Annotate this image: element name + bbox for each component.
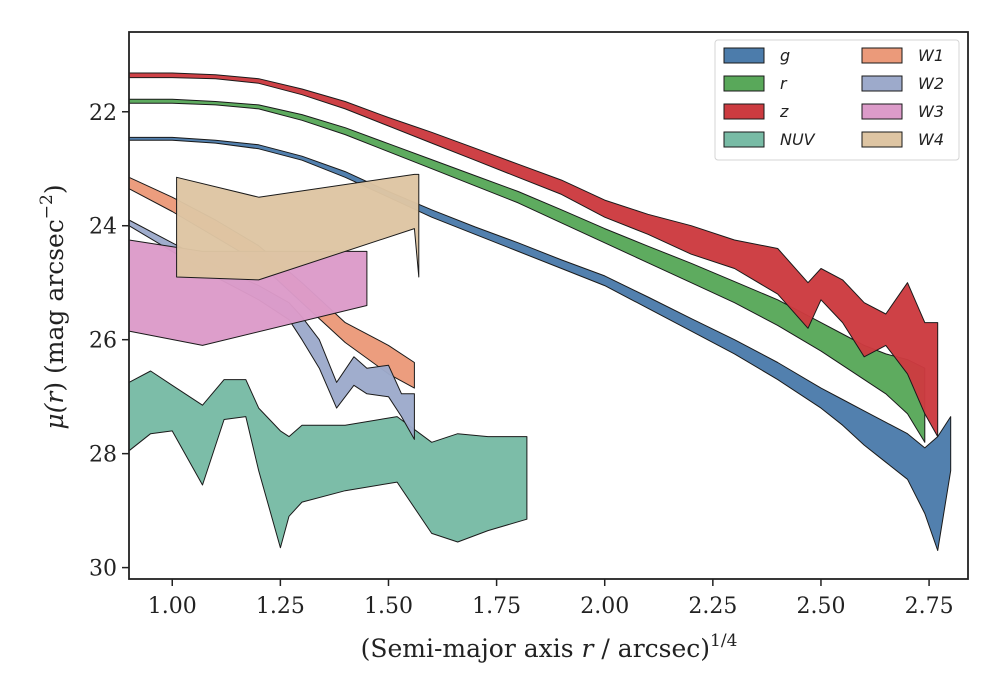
legend-box — [714, 39, 960, 161]
legend-label-w3: W3 — [918, 102, 944, 121]
legend-label-z: z — [779, 102, 789, 121]
band-nuv — [128, 370, 528, 549]
x-tick-label: 2.50 — [796, 594, 845, 619]
legend-label-r: r — [780, 74, 788, 93]
y-axis-title-exponent: −2 — [37, 194, 57, 219]
y-tick-label: 30 — [89, 557, 117, 582]
x-axis-title-var: r — [582, 634, 596, 663]
x-axis-title-exponent: 1/4 — [710, 631, 737, 651]
legend-swatch-w1 — [861, 47, 903, 64]
x-axis-title-part: (Semi-major axis — [361, 634, 582, 663]
legend-label-nuv: NUV — [780, 130, 816, 149]
x-tick-label: 1.00 — [148, 594, 197, 619]
legend-swatch-nuv — [723, 131, 765, 148]
plot-frame — [128, 31, 969, 580]
y-axis-title-mu: μ( — [40, 402, 69, 429]
y-axis-ticks: 22 24 26 28 30 — [89, 101, 129, 582]
x-tick-label: 1.75 — [472, 594, 521, 619]
y-axis-title-part: ) (mag arcsec — [40, 219, 69, 392]
y-tick-label: 26 — [89, 329, 117, 354]
x-tick-label: 2.75 — [905, 594, 954, 619]
legend-swatch-g — [723, 47, 765, 64]
legend-label-w4: W4 — [918, 130, 944, 149]
legend-label-w1: W1 — [918, 46, 944, 65]
legend: grz NUV W1 W2 W3 W4 — [714, 39, 960, 161]
x-axis-title-part: / arcsec) — [593, 634, 710, 663]
legend-swatch-w2 — [861, 75, 903, 92]
legend-swatch-z — [723, 103, 765, 120]
y-tick-label: 28 — [89, 443, 117, 468]
legend-swatch-w3 — [861, 103, 903, 120]
x-tick-label: 2.00 — [580, 594, 629, 619]
x-tick-label: 1.50 — [364, 594, 413, 619]
x-tick-label: 1.25 — [256, 594, 305, 619]
band-w4 — [176, 173, 420, 281]
legend-label-w2: W2 — [918, 74, 944, 93]
y-tick-label: 22 — [89, 101, 117, 126]
x-tick-label: 2.25 — [688, 594, 737, 619]
band-layer — [128, 72, 952, 551]
legend-swatch-w4 — [861, 131, 903, 148]
y-axis-title-part: ) — [40, 184, 69, 194]
y-axis-title-var: r — [40, 390, 69, 404]
x-axis-ticks: 1.00 1.25 1.50 1.75 2.00 2.25 2.50 2.75 — [148, 579, 954, 619]
legend-label-g: g — [780, 46, 790, 65]
y-tick-label: 24 — [89, 215, 117, 240]
band-g — [128, 136, 952, 551]
y-axis-title: μ(r) (mag arcsec−2) — [37, 184, 69, 429]
x-axis-title: (Semi-major axis r / arcsec)1/4 — [361, 631, 738, 663]
band-z — [128, 72, 939, 438]
legend-swatch-r — [723, 75, 765, 92]
